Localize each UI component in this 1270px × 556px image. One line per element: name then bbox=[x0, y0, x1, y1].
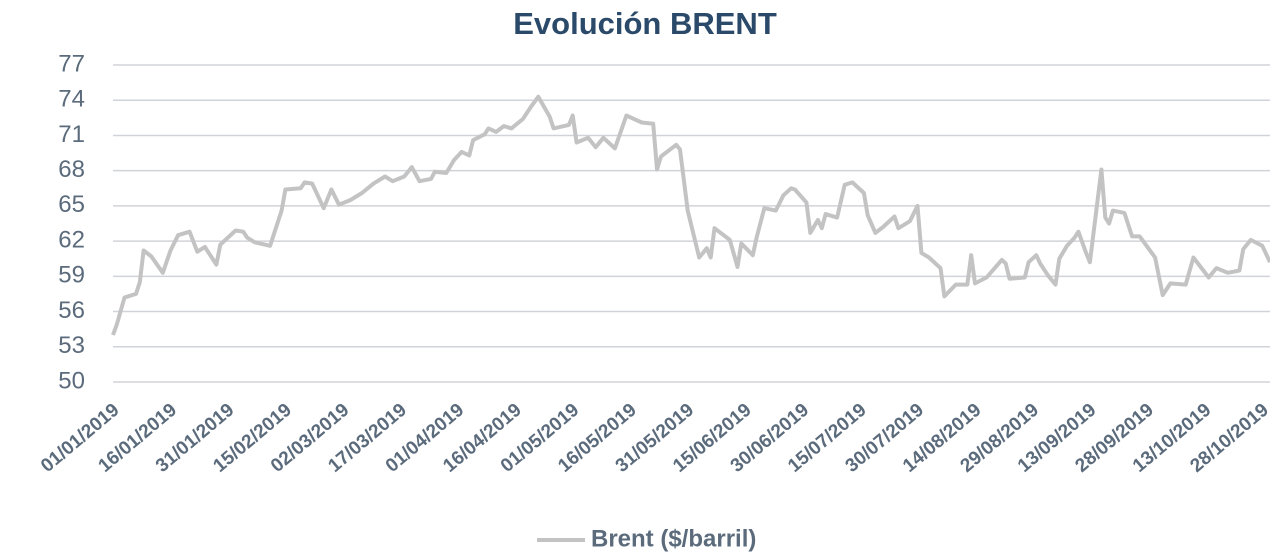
y-tick-label: 59 bbox=[58, 262, 85, 289]
chart-title: Evolución BRENT bbox=[513, 6, 777, 41]
y-tick-label: 65 bbox=[58, 191, 85, 218]
y-tick-label: 74 bbox=[58, 86, 85, 113]
y-tick-label: 50 bbox=[58, 367, 85, 394]
y-tick-label: 71 bbox=[58, 121, 85, 148]
series-line bbox=[111, 94, 1270, 336]
y-tick-label: 77 bbox=[58, 50, 85, 77]
y-tick-label: 53 bbox=[58, 332, 85, 359]
legend-label: Brent ($/barril) bbox=[591, 525, 756, 552]
y-tick-label: 56 bbox=[58, 297, 85, 324]
y-tick-label: 68 bbox=[58, 156, 85, 183]
y-tick-label: 62 bbox=[58, 226, 85, 253]
